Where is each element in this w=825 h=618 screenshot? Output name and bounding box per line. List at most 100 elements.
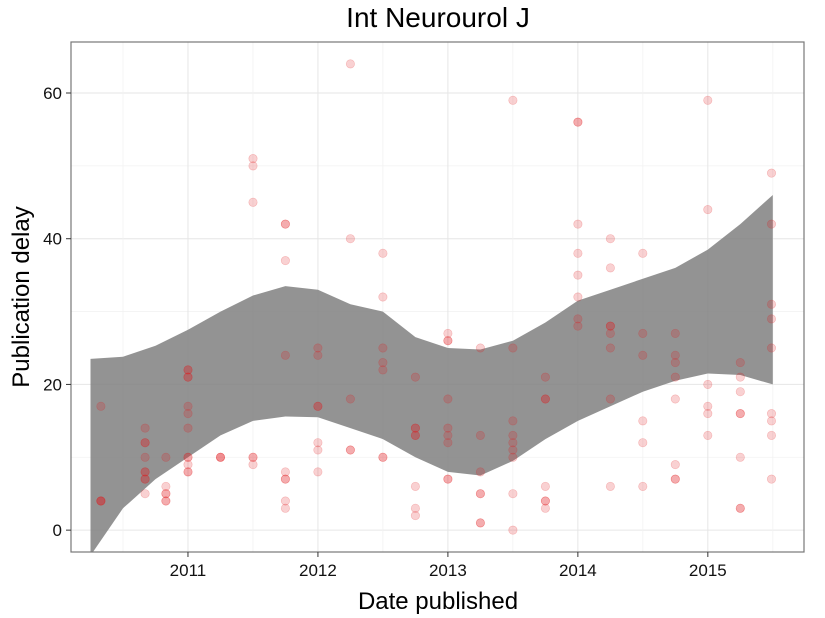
data-point: [605, 321, 615, 331]
data-point: [540, 496, 550, 506]
data-point: [378, 452, 388, 462]
data-point: [96, 496, 106, 506]
data-point: [443, 430, 453, 440]
data-point: [280, 474, 290, 484]
data-point: [140, 474, 150, 484]
data-point: [573, 292, 583, 302]
data-point: [248, 452, 258, 462]
y-tick-label: 20: [43, 375, 62, 394]
x-tick-label: 2013: [429, 561, 467, 580]
data-point: [410, 430, 420, 440]
data-point: [735, 452, 745, 462]
data-point: [735, 503, 745, 513]
chart-title: Int Neurourol J: [346, 2, 530, 33]
data-point: [161, 496, 171, 506]
data-point: [280, 219, 290, 229]
data-point: [475, 489, 485, 499]
data-point: [766, 168, 776, 178]
data-point: [508, 489, 518, 499]
x-axis-ticks: 2011 2012 2013 2014 2015: [170, 552, 727, 580]
confidence-band: [90, 195, 773, 552]
data-point: [378, 452, 388, 462]
data-point: [540, 394, 550, 404]
data-point: [280, 503, 290, 513]
data-point: [410, 372, 420, 382]
data-point: [670, 460, 680, 470]
data-point: [313, 401, 323, 411]
x-axis-title: Date published: [358, 588, 518, 615]
data-point: [605, 343, 615, 353]
data-point: [638, 328, 648, 338]
data-point: [638, 481, 648, 491]
data-point: [766, 219, 776, 229]
data-point: [670, 394, 680, 404]
data-point: [573, 270, 583, 280]
x-tick-label: 2014: [559, 561, 597, 580]
y-axis-title: Publication delay: [8, 206, 35, 387]
data-point: [703, 430, 713, 440]
data-point: [183, 365, 193, 375]
data-point: [573, 117, 583, 127]
data-point: [183, 467, 193, 477]
data-point: [313, 438, 323, 448]
data-point: [443, 474, 453, 484]
data-point: [345, 234, 355, 244]
data-point: [540, 481, 550, 491]
data-point: [703, 379, 713, 389]
data-point: [573, 219, 583, 229]
data-point: [280, 467, 290, 477]
data-point: [216, 452, 226, 462]
data-point: [766, 343, 776, 353]
data-point: [140, 467, 150, 477]
data-point: [540, 496, 550, 506]
data-point: [508, 416, 518, 426]
data-point: [540, 503, 550, 513]
y-tick-label: 40: [43, 230, 62, 249]
data-point: [443, 336, 453, 346]
data-point: [280, 474, 290, 484]
data-point: [508, 343, 518, 353]
data-point: [313, 445, 323, 455]
data-point: [766, 299, 776, 309]
data-point: [443, 474, 453, 484]
data-point: [475, 467, 485, 477]
data-point: [475, 518, 485, 528]
data-point: [443, 438, 453, 448]
data-point: [140, 474, 150, 484]
data-point: [216, 452, 226, 462]
data-point: [766, 474, 776, 484]
data-point: [605, 263, 615, 273]
data-point: [410, 423, 420, 433]
data-point: [670, 328, 680, 338]
data-point: [183, 452, 193, 462]
data-point: [475, 430, 485, 440]
data-point: [378, 292, 388, 302]
data-point: [161, 481, 171, 491]
data-point: [280, 219, 290, 229]
data-point: [638, 350, 648, 360]
data-point: [183, 467, 193, 477]
data-point: [183, 372, 193, 382]
data-point: [378, 358, 388, 368]
data-point: [140, 467, 150, 477]
data-point: [670, 358, 680, 368]
data-point: [183, 423, 193, 433]
data-point: [140, 452, 150, 462]
data-point: [443, 328, 453, 338]
data-point: [443, 336, 453, 346]
data-point: [183, 372, 193, 382]
data-point: [345, 445, 355, 455]
data-point: [410, 430, 420, 440]
data-point: [378, 365, 388, 375]
data-point: [475, 489, 485, 499]
data-point: [443, 394, 453, 404]
x-tick-label: 2012: [299, 561, 337, 580]
data-point: [183, 452, 193, 462]
data-point: [670, 474, 680, 484]
data-point: [735, 409, 745, 419]
data-point: [735, 372, 745, 382]
data-point: [605, 481, 615, 491]
data-point: [475, 343, 485, 353]
data-point: [410, 423, 420, 433]
data-point: [703, 95, 713, 105]
